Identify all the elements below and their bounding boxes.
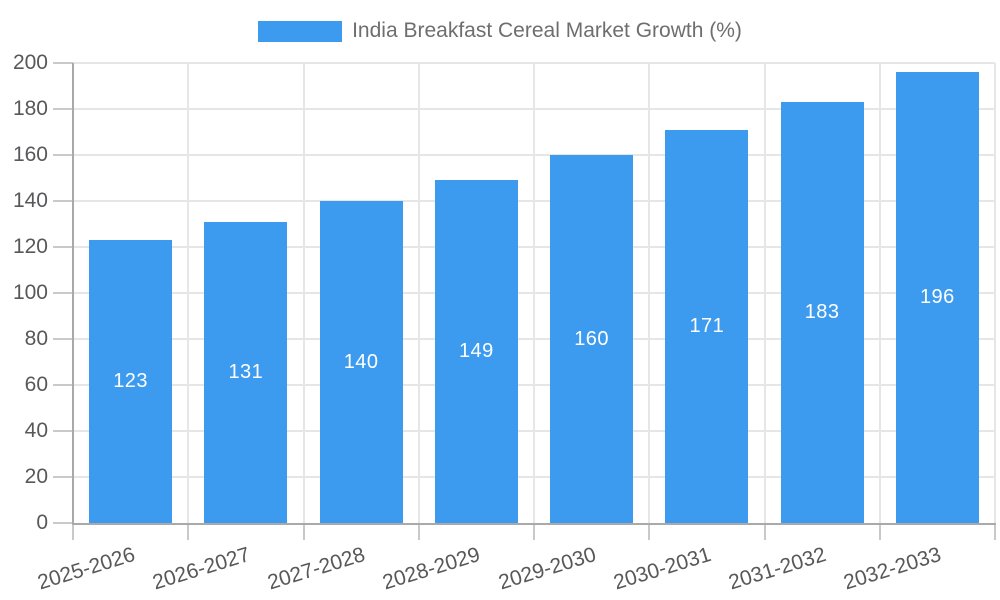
v-gridline xyxy=(187,63,190,523)
v-gridline xyxy=(878,63,881,523)
v-gridline xyxy=(648,63,651,523)
y-axis-tick-label: 0 xyxy=(36,511,48,534)
x-axis-line xyxy=(72,523,996,525)
bar-2030-2031: 171 xyxy=(665,129,749,523)
y-axis-tick xyxy=(53,154,73,156)
v-gridline xyxy=(302,63,305,523)
y-axis-tick-label: 200 xyxy=(12,51,48,74)
bar-value-label: 131 xyxy=(228,360,264,383)
y-axis-tick xyxy=(53,292,73,294)
v-gridline xyxy=(417,63,420,523)
y-axis-tick xyxy=(53,338,73,340)
x-axis-tick xyxy=(878,523,881,540)
bar-2031-2032: 183 xyxy=(780,102,864,523)
y-axis-tick xyxy=(53,246,73,248)
x-axis-tick xyxy=(763,523,766,540)
bar-value-label: 183 xyxy=(804,301,840,324)
y-axis-tick-label: 80 xyxy=(24,327,48,350)
legend-label: India Breakfast Cereal Market Growth (%) xyxy=(352,19,742,42)
y-axis-tick-label: 60 xyxy=(24,373,48,396)
chart-legend: India Breakfast Cereal Market Growth (%) xyxy=(0,17,1000,45)
y-axis-tick xyxy=(53,476,73,478)
y-axis-tick xyxy=(53,200,73,202)
y-axis-tick-label: 120 xyxy=(12,235,48,258)
y-axis-tick xyxy=(53,522,73,524)
x-axis-tick xyxy=(648,523,651,540)
bar-value-label: 123 xyxy=(113,370,149,393)
y-axis-tick-label: 40 xyxy=(24,419,48,442)
y-axis-line xyxy=(72,63,74,525)
x-axis-tick xyxy=(302,523,305,540)
y-axis-tick xyxy=(53,384,73,386)
y-axis-tick-label: 140 xyxy=(12,189,48,212)
y-axis-tick-label: 100 xyxy=(12,281,48,304)
y-axis-tick-label: 180 xyxy=(12,97,48,120)
v-gridline xyxy=(763,63,766,523)
y-axis-tick-label: 20 xyxy=(24,465,48,488)
x-axis-tick xyxy=(417,523,420,540)
y-axis-tick xyxy=(53,62,73,64)
y-axis-tick xyxy=(53,430,73,432)
bar-value-label: 196 xyxy=(919,286,955,309)
x-axis-tick xyxy=(72,523,74,540)
v-gridline xyxy=(994,63,996,523)
bar-value-label: 160 xyxy=(574,327,610,350)
x-axis-tick xyxy=(187,523,190,540)
x-axis-tick xyxy=(533,523,535,540)
x-axis-tick xyxy=(994,523,996,540)
bar-2026-2027: 131 xyxy=(204,221,288,523)
bar-2027-2028: 140 xyxy=(319,201,403,523)
bar-value-label: 149 xyxy=(458,340,494,363)
bar-2028-2029: 149 xyxy=(434,180,518,523)
bar-2029-2030: 160 xyxy=(550,155,634,523)
y-axis-tick xyxy=(53,108,73,110)
v-gridline xyxy=(533,63,535,523)
y-axis-tick-label: 160 xyxy=(12,143,48,166)
bar-2032-2033: 196 xyxy=(895,72,979,523)
legend-swatch-icon xyxy=(258,20,343,42)
bar-2025-2026: 123 xyxy=(89,240,173,523)
bar-value-label: 171 xyxy=(689,314,725,337)
bar-value-label: 140 xyxy=(343,350,379,373)
